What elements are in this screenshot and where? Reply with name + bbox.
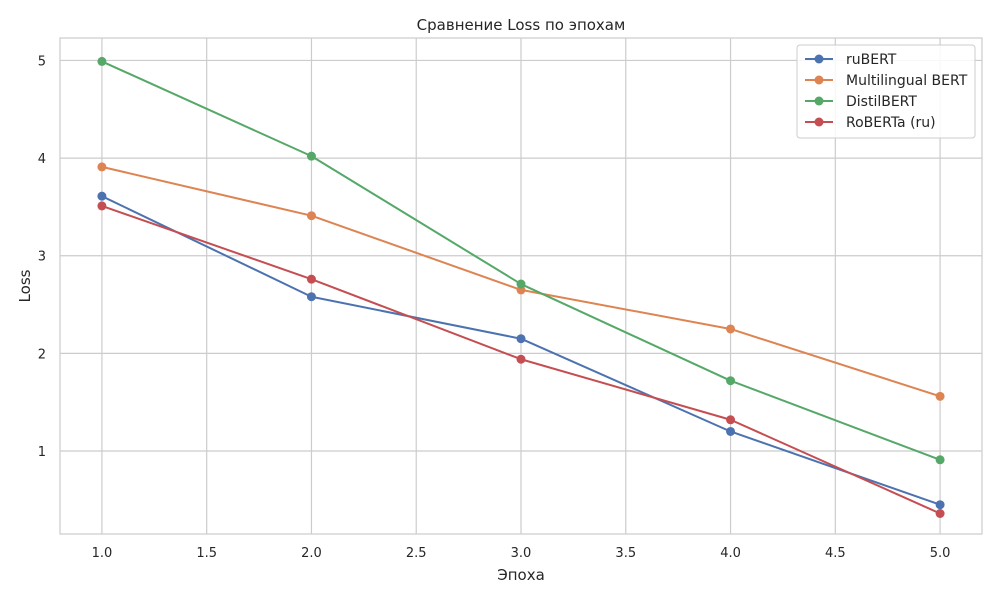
data-point	[306, 151, 316, 161]
legend-marker	[814, 54, 824, 64]
data-point	[726, 415, 736, 425]
y-tick-label: 1	[38, 445, 46, 460]
x-tick-label: 1.0	[92, 546, 113, 561]
series-0	[97, 191, 945, 510]
legend: ruBERT Multilingual BERT DistilBERT RoBERTa…	[796, 44, 976, 139]
data-point	[97, 56, 107, 66]
data-point	[726, 376, 736, 386]
data-point	[306, 274, 316, 284]
x-tick-label: 3.0	[511, 546, 532, 561]
x-tick-label: 2.5	[406, 546, 427, 561]
data-point	[935, 508, 945, 518]
data-point	[935, 500, 945, 510]
y-tick-label: 4	[38, 152, 46, 167]
legend-marker	[814, 75, 824, 85]
legend-item: ruBERT	[805, 52, 897, 68]
data-point	[935, 455, 945, 465]
y-tick-label: 3	[38, 250, 46, 265]
legend-label: DistilBERT	[846, 94, 917, 110]
data-point	[726, 426, 736, 436]
legend-item: Multilingual BERT	[805, 73, 968, 89]
legend-item: RoBERTa (ru)	[805, 115, 936, 131]
x-tick-label: 1.5	[196, 546, 217, 561]
legend-box	[796, 44, 976, 139]
data-point	[306, 211, 316, 221]
series-2	[97, 56, 945, 465]
legend-label: Multilingual BERT	[846, 73, 968, 89]
x-axis-ticks: 1.0 1.5 2.0 2.5 3.0 3.5 4.0 4.5 5.0	[92, 546, 951, 561]
series-3	[97, 201, 945, 518]
x-tick-label: 4.0	[720, 546, 741, 561]
x-tick-label: 5.0	[930, 546, 951, 561]
series-layer	[97, 56, 945, 518]
data-point	[726, 324, 736, 334]
x-axis-label: Эпоха	[497, 566, 545, 584]
legend-marker	[814, 117, 824, 127]
legend-item: DistilBERT	[805, 94, 917, 110]
data-point	[935, 391, 945, 401]
plot-area-frame	[59, 37, 983, 535]
y-axis-ticks: 1 2 3 4 5	[38, 54, 46, 460]
y-axis-label: Loss	[16, 269, 34, 302]
data-point	[306, 292, 316, 302]
x-tick-label: 2.0	[301, 546, 322, 561]
data-point	[97, 162, 107, 172]
legend-label: RoBERTa (ru)	[846, 115, 936, 131]
y-tick-label: 5	[38, 54, 46, 69]
legend-label: ruBERT	[846, 52, 897, 68]
data-point	[97, 201, 107, 211]
y-tick-label: 2	[38, 347, 46, 362]
data-point	[516, 334, 526, 344]
legend-marker	[814, 96, 824, 106]
data-point	[516, 279, 526, 289]
x-tick-label: 3.5	[615, 546, 636, 561]
chart-title: Сравнение Loss по эпохам	[417, 16, 626, 34]
data-point	[516, 354, 526, 364]
data-point	[97, 191, 107, 201]
x-tick-label: 4.5	[825, 546, 846, 561]
